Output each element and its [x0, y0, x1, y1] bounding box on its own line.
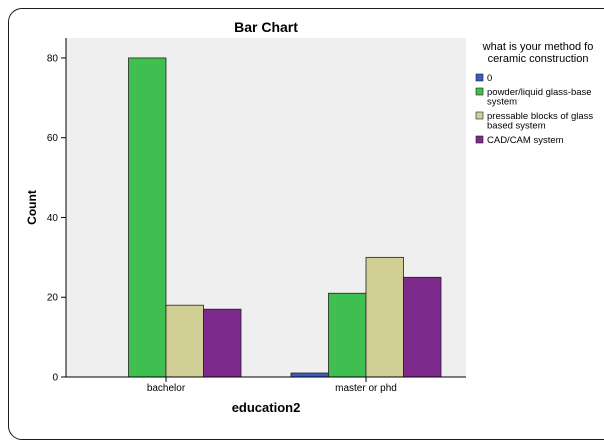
- x-tick-label: master or phd: [335, 383, 397, 394]
- axes-group: 0 20 40 60 80 bachelor master or phd: [47, 38, 466, 394]
- legend-swatch: [475, 111, 484, 120]
- bar: [328, 292, 367, 378]
- legend-entry-label: powder/liquid glass-base: [487, 87, 592, 98]
- y-tick-label: 40: [47, 213, 59, 224]
- legend-title: ceramic construction: [488, 53, 589, 65]
- bar: [203, 308, 242, 378]
- y-tick-label: 0: [52, 373, 58, 384]
- x-axis-label: education2: [232, 400, 301, 415]
- legend-entry-label: based system: [487, 121, 546, 132]
- y-axis-label: Count: [25, 190, 39, 225]
- bar: [403, 276, 442, 378]
- bar: [290, 372, 329, 378]
- legend-swatch: [475, 87, 484, 96]
- legend-entry-label: system: [487, 97, 517, 108]
- legend-entry-label: pressable blocks of glass: [487, 111, 593, 122]
- y-tick-label: 60: [47, 133, 59, 144]
- chart-title: Bar Chart: [234, 19, 298, 35]
- bars-group: [128, 57, 442, 378]
- bar-chart: 0 20 40 60 80 bachelor master or phd Bar Chart…: [25, 19, 594, 415]
- legend-entry-label: 0: [487, 73, 492, 84]
- x-tick-label: bachelor: [147, 383, 186, 394]
- bar: [365, 256, 404, 378]
- legend-swatch: [475, 135, 484, 144]
- bar: [128, 57, 167, 378]
- legend-title: what is your method fo: [482, 41, 594, 53]
- y-tick-label: 20: [47, 293, 59, 304]
- legend-swatch: [475, 73, 484, 82]
- y-tick-label: 80: [47, 53, 59, 64]
- bar: [165, 304, 204, 378]
- legend-entry-label: CAD/CAM system: [487, 135, 564, 146]
